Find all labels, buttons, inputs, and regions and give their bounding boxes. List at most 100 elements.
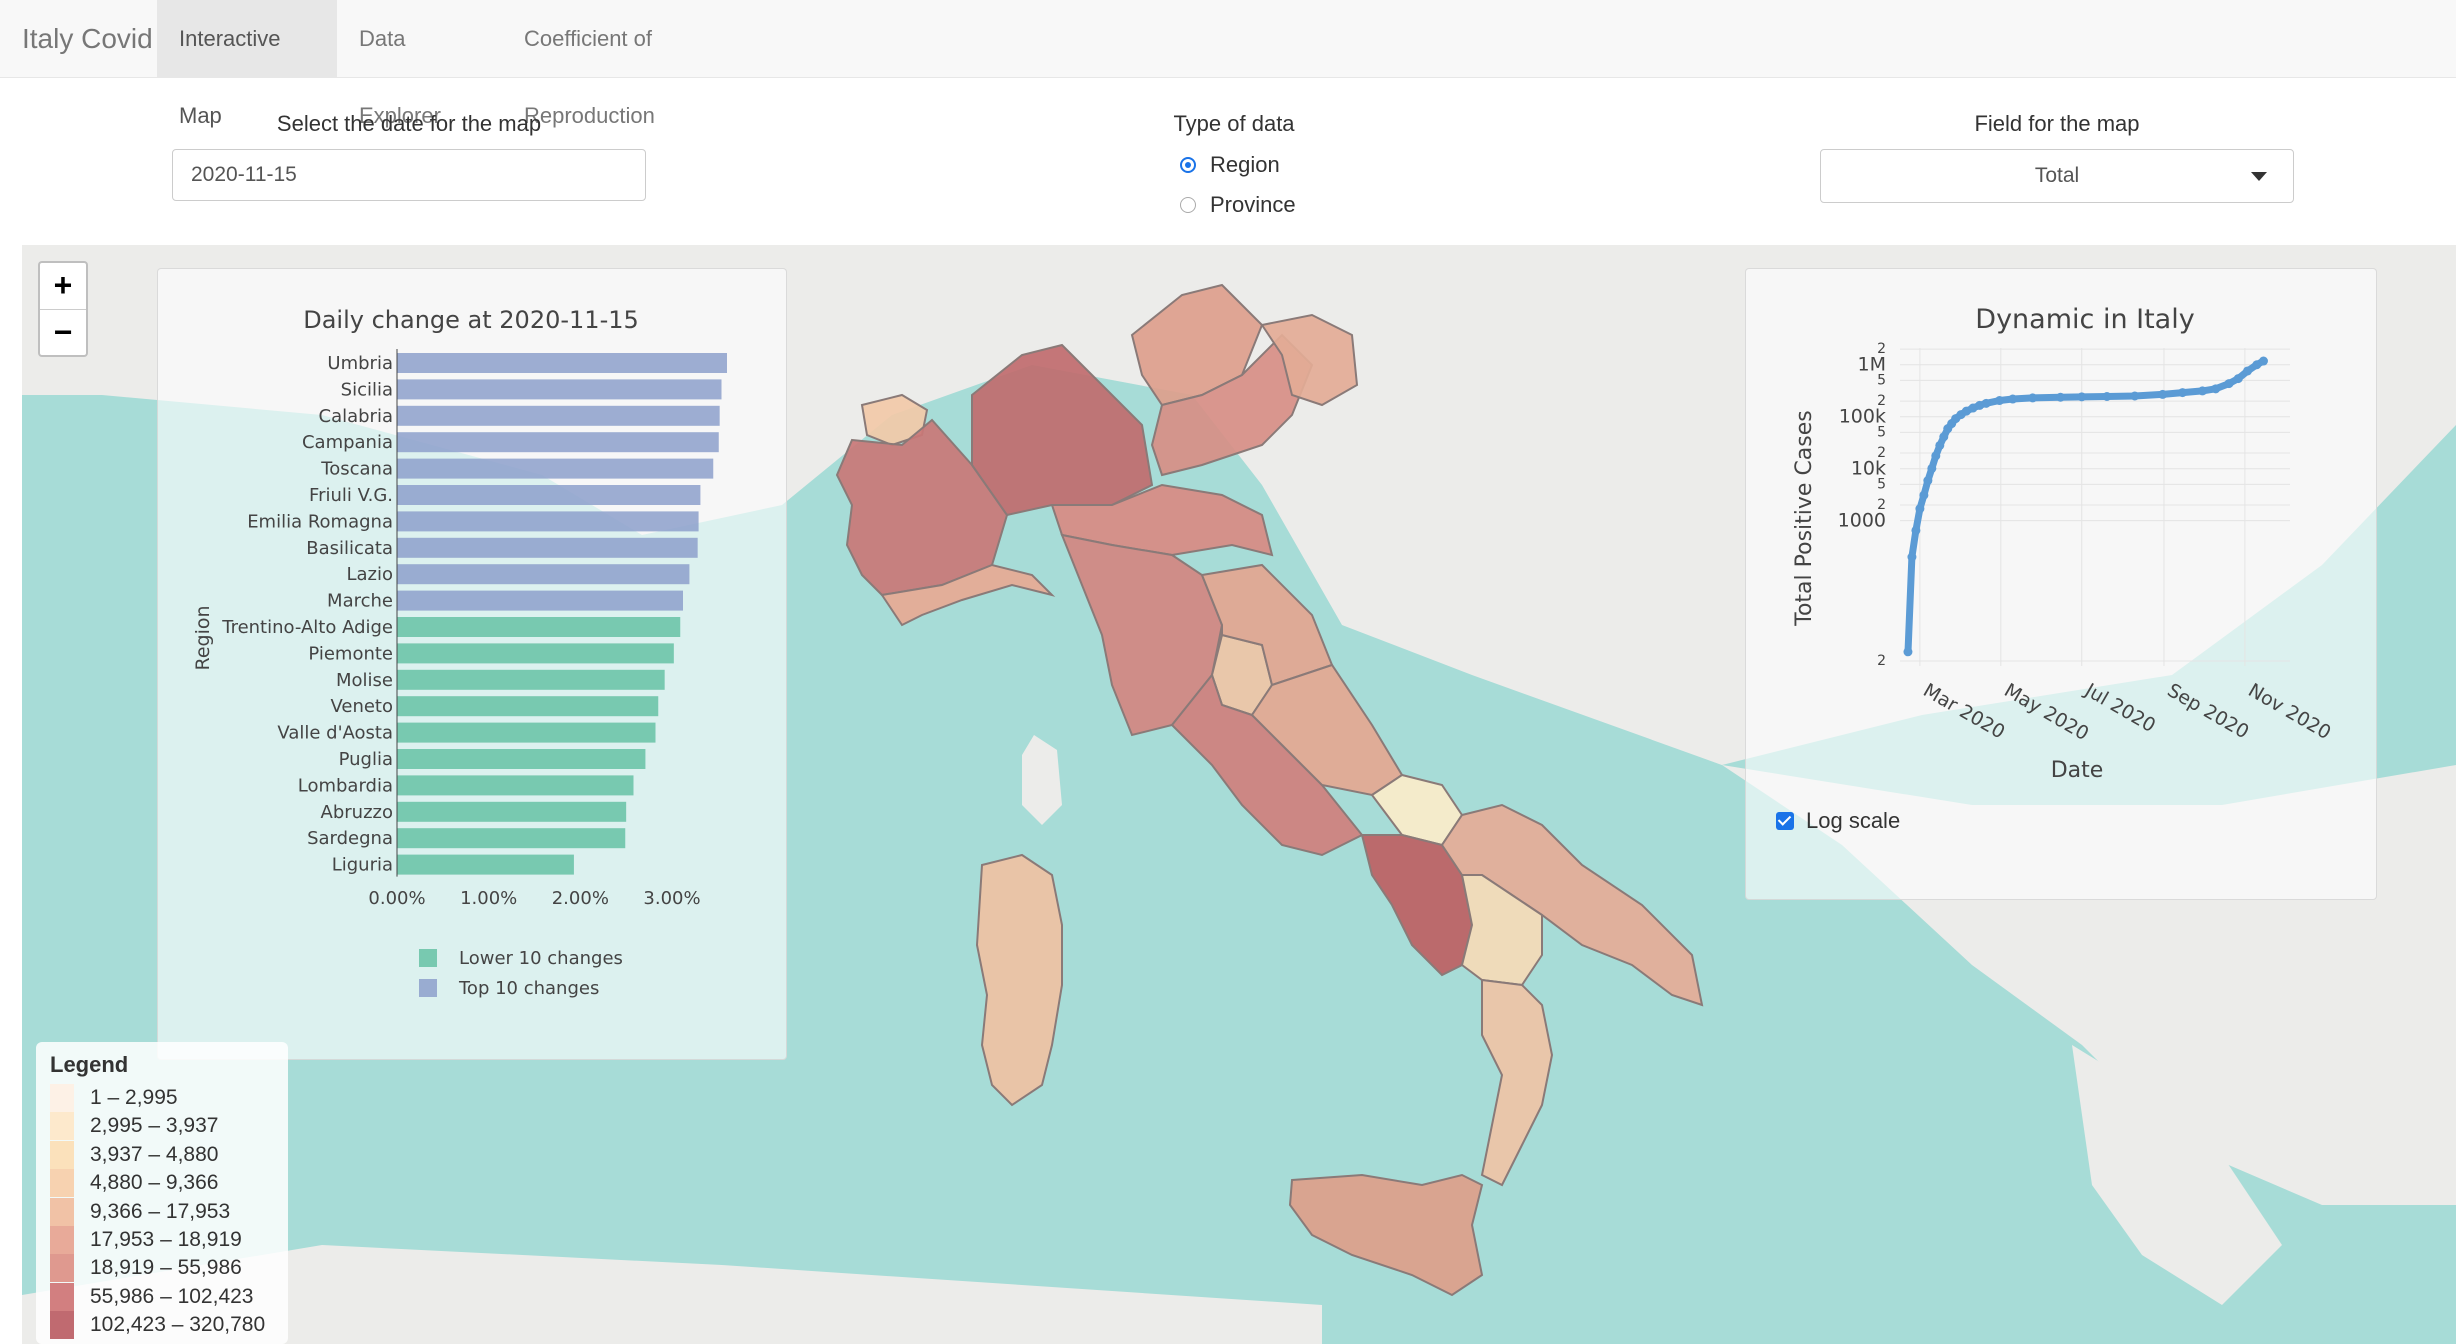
bar (397, 537, 698, 558)
bar-chart-title: Daily change at 2020-11-15 (303, 306, 639, 334)
bar (397, 353, 727, 373)
legend-label: 3,937 – 4,880 (90, 1142, 219, 1166)
radio-province-button[interactable] (1180, 197, 1196, 213)
data-point (2008, 394, 2018, 404)
legend-swatch (50, 1084, 74, 1112)
series-line (1904, 357, 2267, 656)
bar (397, 617, 681, 637)
bar (397, 696, 659, 717)
radio-region-button[interactable] (1180, 157, 1196, 173)
data-point (1981, 398, 1991, 408)
legend-title: Legend (50, 1052, 129, 1077)
app-brand[interactable]: Italy Covid (22, 23, 153, 54)
land-greece (2072, 1045, 2282, 1305)
radio-region-label: Region (1210, 152, 1280, 177)
legend-label: 9,366 – 17,953 (90, 1199, 231, 1223)
region-sardegna (975, 853, 1063, 1107)
region-lazio (1170, 672, 1364, 857)
legend-item: 102,423 – 320,780 (50, 1311, 266, 1340)
data-point (1903, 647, 1913, 657)
legend-swatch (50, 1169, 74, 1198)
bar (397, 775, 634, 796)
line-y-tick-label: 1000 (1838, 510, 1886, 532)
data-point (2224, 379, 2234, 389)
data-point (2158, 389, 2168, 399)
legend-item: 9,366 – 17,953 (50, 1197, 231, 1226)
legend-item: 55,986 – 102,423 (50, 1282, 254, 1311)
bar-legend-label: Top 10 changes (458, 978, 599, 999)
line-x-tick-label: May 2020 (2000, 679, 2092, 745)
data-point (1911, 525, 1921, 535)
bar-category-label: Toscana (320, 459, 393, 480)
line-chart-title: Dynamic in Italy (1975, 304, 2194, 335)
bar-category-label: Marche (327, 591, 393, 612)
bar-category-label: Basilicata (306, 538, 393, 559)
line-x-tick-label: Nov 2020 (2244, 679, 2334, 744)
data-point (1939, 432, 1949, 442)
radio-province[interactable]: Province (1180, 188, 1296, 222)
bar-category-label: Friuli V.G. (309, 485, 393, 506)
legend-label: 1 – 2,995 (90, 1086, 178, 1109)
line-y-tick-label: 2 (1877, 497, 1886, 513)
legend-item: 4,880 – 9,366 (50, 1169, 218, 1198)
bar-x-tick-label: 3.00% (643, 888, 700, 909)
bar (397, 379, 722, 400)
legend-label: 17,953 – 18,919 (90, 1228, 242, 1251)
dynamic-panel (1745, 268, 2377, 900)
bar (397, 643, 674, 664)
data-point (2233, 374, 2243, 384)
line-chart-xlabel: Date (2051, 758, 2104, 783)
field-select-value: Total (2034, 164, 2080, 187)
bar-category-label: Veneto (330, 696, 393, 717)
legend-label: 2,995 – 3,937 (90, 1114, 219, 1138)
bar-category-label: Liguria (332, 855, 393, 876)
legend-swatch (50, 1311, 74, 1340)
tab-interactive-map[interactable]: Interactive Map (157, 0, 337, 128)
legend-label: 102,423 – 320,780 (90, 1313, 266, 1337)
region-lombardia (971, 343, 1154, 517)
legend-swatch (50, 1197, 74, 1226)
dynamic-chart: Dynamic in Italy Total Positive Cases Date… (1792, 304, 2335, 783)
zoom-out-button[interactable]: − (53, 314, 73, 350)
radio-province-label: Province (1210, 192, 1296, 217)
line-y-tick-label: 5 (1877, 476, 1886, 492)
zoom-in-button[interactable]: + (40, 263, 86, 310)
log-scale-toggle[interactable]: Log scale (1776, 808, 1900, 834)
bar-x-tick-label: 2.00% (552, 888, 609, 909)
region-sicilia (1288, 1173, 1484, 1297)
data-point (1935, 440, 1945, 450)
data-point (1919, 490, 1929, 500)
line-y-tick-label: 10k (1851, 458, 1886, 480)
bar (397, 749, 646, 769)
bar-category-label: Sicilia (341, 379, 393, 400)
legend-label: 55,986 – 102,423 (90, 1284, 254, 1308)
bar-category-label: Piemonte (308, 643, 393, 664)
date-input[interactable]: 2020-11-15 (172, 149, 646, 201)
field-select[interactable]: Total (1820, 149, 2294, 203)
legend-item: 17,953 – 18,919 (50, 1226, 242, 1254)
data-point (2077, 392, 2087, 402)
data-point (1927, 463, 1937, 473)
legend-item: 2,995 – 3,937 (50, 1112, 219, 1141)
line-x-tick-label: Mar 2020 (1919, 679, 2008, 743)
log-scale-checkbox[interactable] (1776, 812, 1794, 830)
bar-legend-label: Lower 10 changes (459, 948, 623, 969)
bar (397, 722, 656, 743)
legend-swatch (50, 1226, 74, 1254)
legend-item: 1 – 2,995 (50, 1084, 178, 1112)
line-y-tick-label: 5 (1877, 372, 1886, 388)
bar-legend-swatch (419, 979, 437, 997)
data-point (2178, 388, 2188, 398)
data-point (2102, 391, 2112, 401)
region-friuli (1260, 313, 1359, 407)
data-point (2252, 360, 2262, 370)
tab-coefficient-of-reproduction[interactable]: Coefficient of Reproduction (524, 26, 655, 128)
tab-data-explorer[interactable]: Data Explorer (359, 26, 441, 128)
data-point (2211, 384, 2221, 394)
bar (397, 511, 699, 532)
bar-category-label: Campania (302, 432, 393, 453)
bar-category-label: Abruzzo (321, 802, 393, 823)
bar (397, 590, 683, 611)
radio-region[interactable]: Region (1180, 148, 1280, 182)
bar-category-label: Trentino-Alto Adige (221, 617, 393, 638)
